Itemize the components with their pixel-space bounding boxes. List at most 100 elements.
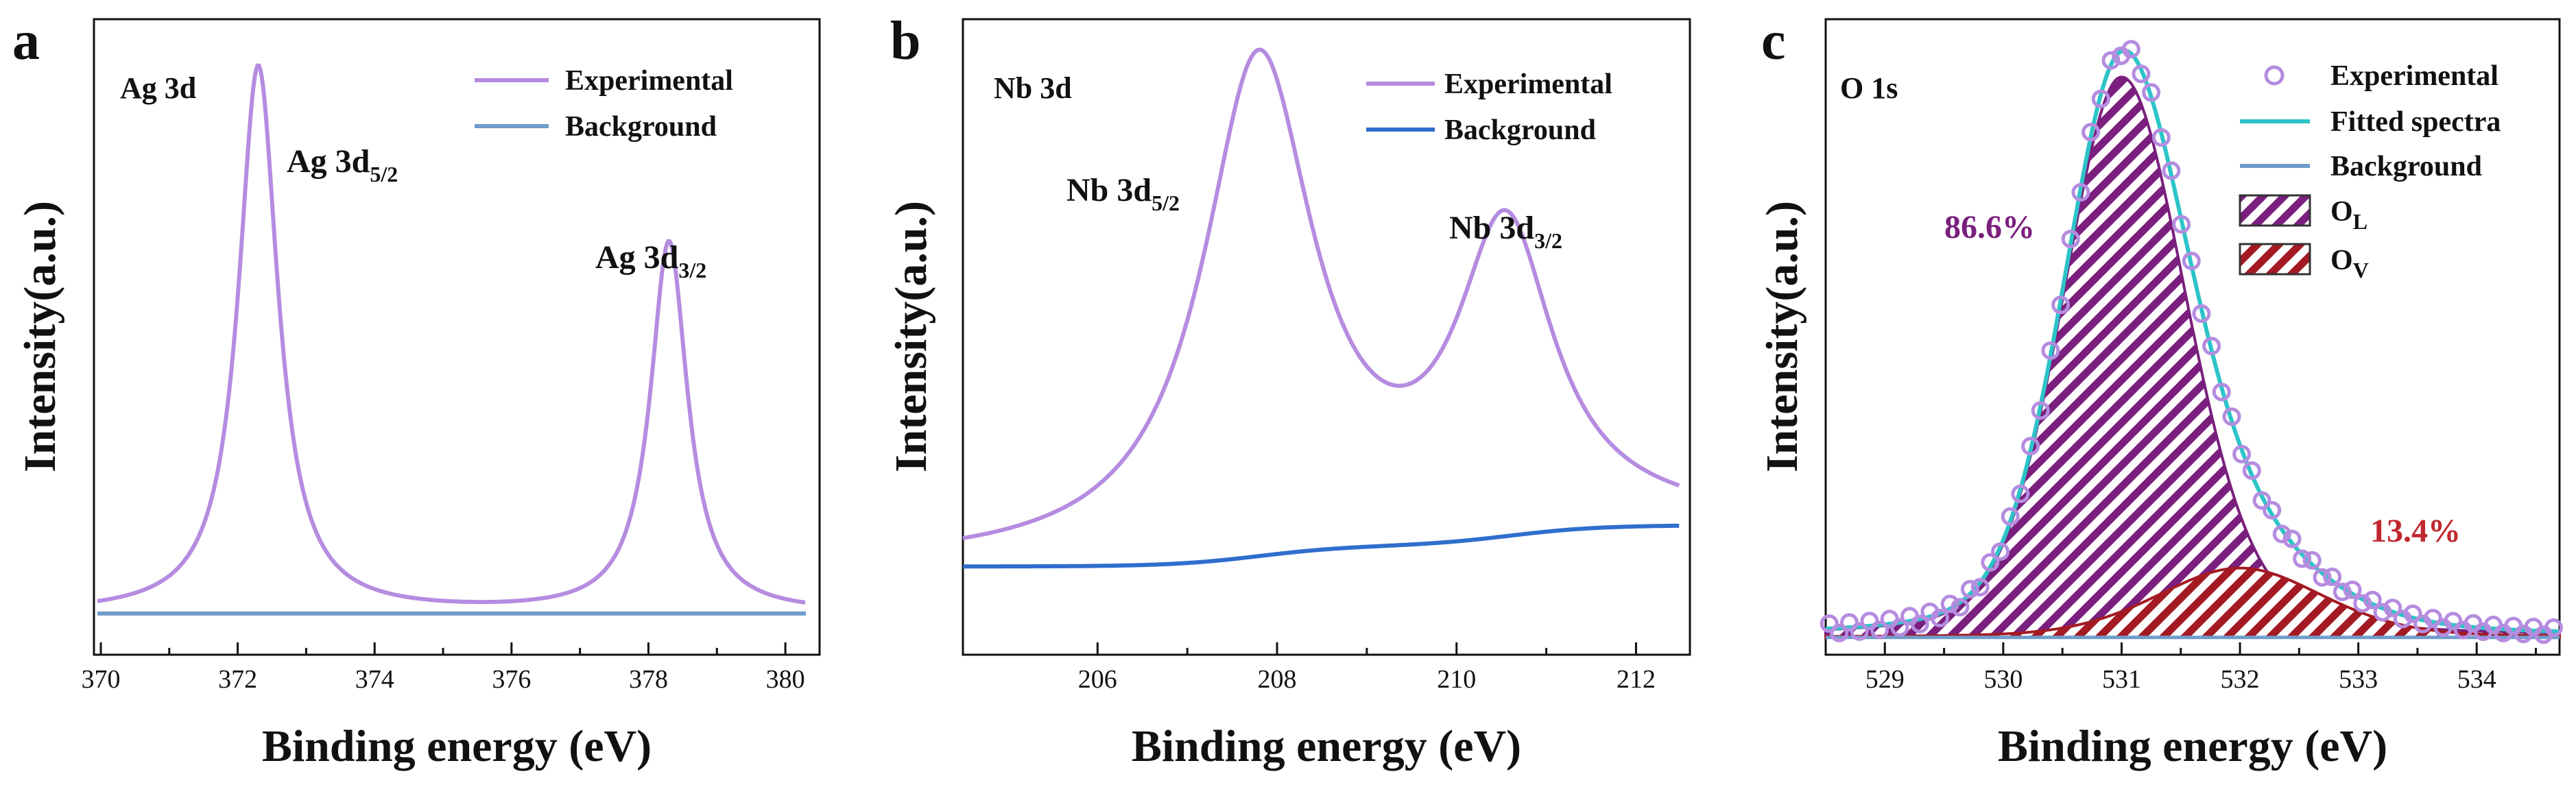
panel-letter: a (12, 11, 40, 71)
experimental-point (2212, 383, 2231, 402)
x-ticks: 529 530 531 532 533 534 (1865, 642, 2537, 694)
experimental-point (2242, 461, 2261, 480)
legend-label-experimental: Experimental (2330, 60, 2499, 92)
plot-title: Nb 3d (994, 71, 1072, 105)
experimental-point (2151, 128, 2171, 147)
experimental-point (2061, 230, 2080, 249)
x-tick-label: 531 (2102, 665, 2141, 694)
x-tick-label: 206 (1078, 665, 1117, 694)
experimental-point (1910, 614, 1929, 633)
experimental-point (2031, 401, 2050, 420)
experimental-point (2373, 603, 2392, 622)
experimental-point (2142, 83, 2161, 102)
x-tick-label: 376 (492, 665, 531, 694)
experimental-point (2011, 484, 2030, 503)
experimental-point (2544, 618, 2563, 637)
legend-marker-experimental (2264, 65, 2285, 86)
experimental-point (2001, 507, 2020, 526)
background-line (963, 523, 1680, 569)
ov-percent-label: 13.4% (2370, 513, 2461, 549)
x-tick-label: 378 (629, 665, 668, 694)
x-tick-label: 212 (1617, 665, 1656, 694)
legend-label-background: Background (1444, 114, 1596, 146)
legend-label-ol: OL (2330, 196, 2368, 234)
experimental-point (1931, 609, 1949, 627)
experimental-point (1951, 598, 1970, 617)
experimental-point (2071, 183, 2090, 202)
experimental-point (2082, 123, 2101, 142)
x-axis-title: Binding energy (eV) (262, 721, 652, 771)
x-tick-label: 533 (2339, 665, 2378, 694)
experimental-point (1961, 579, 1979, 598)
x-tick-label: 210 (1437, 665, 1476, 694)
legend-label-experimental: Experimental (565, 65, 733, 97)
legend-swatch-ol (2239, 194, 2311, 227)
experimental-point (2121, 40, 2140, 59)
panel-b: b Nb 3d 206 208 210 212 Nb 3d5/2 Nb 3d3/2 E… (886, 11, 1691, 771)
plot-title: Ag 3d (120, 71, 196, 105)
experimental-point (2091, 89, 2110, 108)
experimental-point (2132, 64, 2151, 84)
experimental-point (2232, 444, 2252, 463)
ol-percent-label: 86.6% (1944, 209, 2035, 245)
x-tick-label: 529 (1865, 665, 1905, 694)
x-tick-label: 374 (355, 665, 394, 694)
experimental-point (2323, 567, 2342, 586)
experimental-point (1830, 623, 1849, 642)
x-axis-title: Binding energy (eV) (1998, 721, 2387, 771)
experimental-point (2293, 549, 2312, 568)
experimental-point (2302, 551, 2322, 570)
experimental-point (1840, 613, 1859, 632)
y-axis-title: Intensity(a.u.) (1757, 201, 1807, 472)
experimental-point (2192, 304, 2211, 323)
experimental-line (962, 47, 1680, 540)
experimental-point (1970, 578, 1990, 596)
experimental-point (2051, 295, 2071, 315)
experimental-point (2393, 609, 2412, 629)
experimental-markers (1820, 40, 2563, 644)
panel-c: c O 1s 529 530 531 532 533 534 86.6% 13.4% Ex… (1757, 11, 2563, 771)
x-tick-label: 208 (1258, 665, 1297, 694)
x-ticks: 206 208 210 212 (1078, 642, 1656, 694)
x-tick-label: 380 (766, 665, 805, 694)
plot-frame (962, 18, 1691, 656)
experimental-point (2041, 341, 2060, 360)
experimental-point (2313, 568, 2332, 587)
experimental-point (2101, 51, 2121, 70)
experimental-point (2363, 590, 2382, 609)
experimental-point (1850, 622, 1869, 641)
peak-label-nb3d32: Nb 3d3/2 (1449, 210, 1562, 253)
experimental-point (1981, 553, 2000, 572)
peak-label-ag3d52: Ag 3d5/2 (287, 143, 398, 186)
experimental-point (2202, 337, 2221, 356)
x-axis-title: Binding energy (eV) (1132, 721, 1521, 771)
experimental-point (2272, 524, 2291, 544)
y-axis-title: Intensity(a.u.) (15, 201, 65, 472)
x-tick-label: 530 (1983, 665, 2023, 694)
y-axis-title: Intensity(a.u.) (886, 201, 936, 472)
experimental-point (2343, 580, 2362, 599)
plot-title: O 1s (1840, 71, 1898, 105)
x-tick-label: 370 (81, 665, 120, 694)
experimental-point (2263, 500, 2282, 520)
x-tick-label: 532 (2221, 665, 2260, 694)
x-tick-label: 372 (218, 665, 257, 694)
legend-label-experimental: Experimental (1444, 69, 1612, 100)
peak-label-nb3d52: Nb 3d5/2 (1066, 172, 1180, 215)
experimental-point (2383, 598, 2402, 618)
x-tick-label: 534 (2457, 665, 2496, 694)
experimental-point (2172, 215, 2191, 234)
experimental-point (2222, 407, 2241, 426)
experimental-point (1991, 542, 2010, 561)
legend-label-background: Background (565, 111, 717, 143)
x-ticks: 370 372 374 376 378 380 (81, 642, 805, 694)
panel-letter: c (1761, 11, 1786, 71)
experimental-point (2333, 582, 2352, 601)
experimental-point (2423, 609, 2442, 627)
ov-component-area (1824, 566, 2561, 639)
experimental-point (1940, 594, 1959, 614)
experimental-point (2182, 252, 2201, 271)
plot-frame (1824, 18, 2561, 656)
legend-swatch-ov (2239, 243, 2311, 276)
